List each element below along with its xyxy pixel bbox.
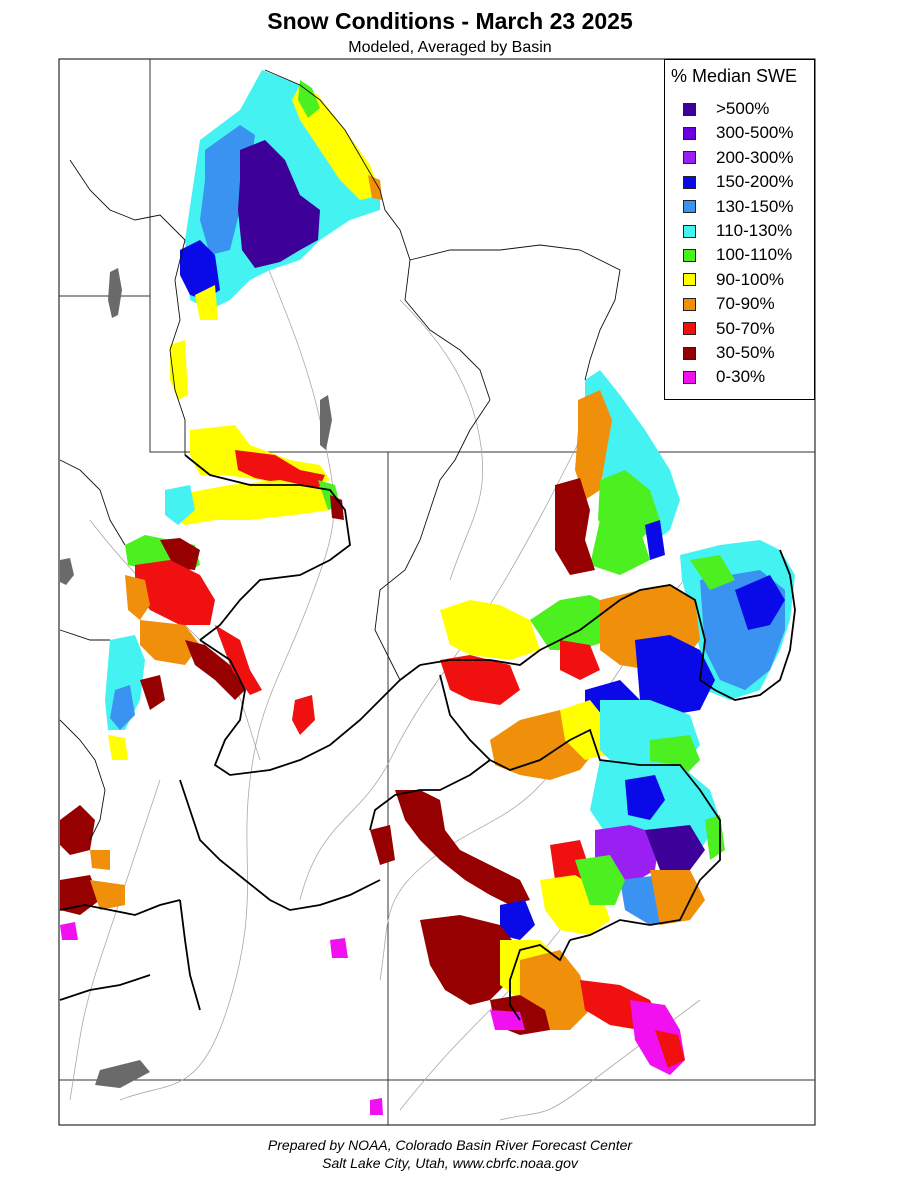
legend-label: 130-150% xyxy=(716,196,794,216)
legend-item: 300-500% xyxy=(683,123,794,143)
legend-label: 300-500% xyxy=(716,123,794,143)
legend-item: 100-110% xyxy=(683,245,793,265)
legend-swatch xyxy=(683,346,696,360)
legend-item: 110-130% xyxy=(683,221,793,240)
legend: % Median SWE >500% 300-500% 200-300% 150-20… xyxy=(664,59,815,400)
footer-credit: Prepared by NOAA, Colorado Basin River F… xyxy=(267,1137,633,1153)
legend-label: 100-110% xyxy=(716,245,793,265)
legend-swatch xyxy=(683,322,696,336)
legend-label: 30-50% xyxy=(716,343,775,362)
legend-label: 50-70% xyxy=(716,318,775,338)
legend-label: 200-300% xyxy=(716,147,794,167)
snow-regions-west xyxy=(60,535,383,1115)
footer-location: Salt Lake City, Utah, www.cbrfc.noaa.gov xyxy=(322,1155,578,1171)
legend-label: 70-90% xyxy=(716,294,775,314)
legend-title: % Median SWE xyxy=(671,66,798,86)
legend-item: 150-200% xyxy=(683,172,794,192)
legend-swatch xyxy=(683,126,696,140)
legend-swatch xyxy=(683,224,696,238)
subbasin-boundaries xyxy=(59,69,621,841)
legend-swatch xyxy=(683,200,696,214)
legend-swatch xyxy=(683,151,696,165)
legend-item: 30-50% xyxy=(683,343,775,362)
basin-boundaries xyxy=(59,454,796,1021)
legend-label: 150-200% xyxy=(716,172,794,192)
legend-label: >500% xyxy=(716,99,770,118)
legend-item: 130-150% xyxy=(683,196,794,216)
legend-label: 90-100% xyxy=(716,269,785,289)
legend-item: >500% xyxy=(683,99,770,118)
snow-regions-east xyxy=(370,370,795,1075)
legend-swatch xyxy=(683,370,696,384)
legend-item: 0-30% xyxy=(683,367,766,387)
legend-swatch xyxy=(683,175,696,189)
legend-item: 90-100% xyxy=(683,269,785,289)
map-title: Snow Conditions - March 23 2025 xyxy=(267,8,633,34)
legend-label: 110-130% xyxy=(716,221,793,240)
legend-item: 50-70% xyxy=(683,318,775,338)
legend-item: 70-90% xyxy=(683,294,775,314)
legend-swatch xyxy=(683,248,696,262)
legend-swatch xyxy=(683,273,696,287)
legend-swatch xyxy=(683,102,696,116)
lakes xyxy=(60,268,332,1088)
legend-swatch xyxy=(683,297,696,311)
legend-item: 200-300% xyxy=(683,147,794,167)
map-subtitle: Modeled, Averaged by Basin xyxy=(348,39,552,56)
legend-label: 0-30% xyxy=(716,367,766,387)
snow-regions-north xyxy=(165,70,382,525)
